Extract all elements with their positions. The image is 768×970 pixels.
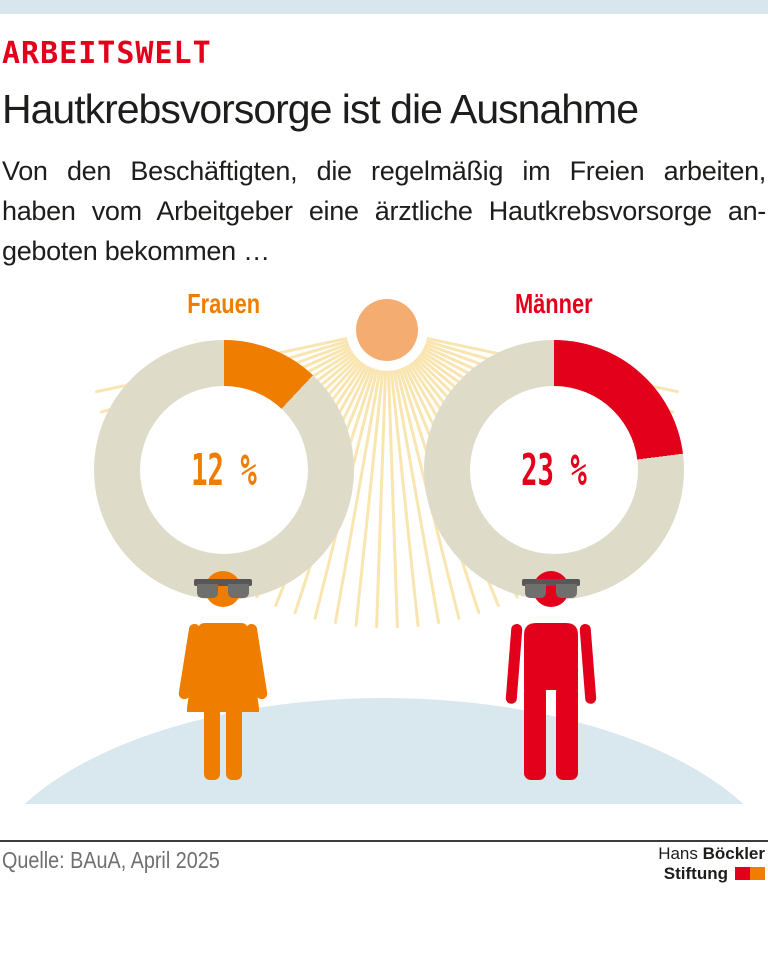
logo-stiftung: Stiftung	[663, 864, 728, 883]
hill-baseline-mask	[0, 804, 768, 820]
sun-ray	[354, 370, 385, 627]
glasses-lens	[525, 584, 546, 598]
logo-square-orange	[750, 867, 765, 880]
hbs-logo: Hans Böckler Stiftung	[658, 844, 765, 884]
glasses-lens	[228, 584, 249, 598]
sun-ray	[392, 369, 441, 624]
page-title: Hautkrebsvorsorge ist die Ausnahme	[2, 86, 639, 132]
logo-hans: Hans	[658, 844, 698, 863]
sun-ray	[333, 369, 382, 624]
donut-value-maenner: 23 %	[521, 444, 587, 496]
source-text: Quelle: BAuA, April 2025	[2, 847, 220, 873]
logo-square-red	[735, 867, 750, 880]
donut-chart-maenner: 23 %	[424, 340, 684, 600]
intro-line: geboten bekommen …	[2, 236, 270, 266]
donut-chart-frauen: 12 %	[94, 340, 354, 600]
footer-rule	[0, 840, 768, 842]
donut-hole: 23 %	[470, 386, 638, 554]
kicker-label: ARBEITSWELT	[2, 36, 212, 71]
sun-ray	[375, 370, 387, 629]
donut-hole: 12 %	[140, 386, 308, 554]
scene-illustration	[0, 571, 768, 820]
woman-right-leg	[226, 706, 242, 780]
man-torso	[524, 623, 578, 690]
series-label-frauen: Frauen	[187, 288, 261, 319]
woman-left-leg	[204, 706, 220, 780]
intro-line: Von den Beschäftigten, die regelmäßig im…	[2, 156, 766, 186]
woman-right-arm	[246, 623, 268, 700]
logo-boeckler: Böckler	[702, 844, 765, 863]
logo-line-1: Hans Böckler	[658, 844, 765, 864]
woman-dress	[187, 623, 259, 712]
series-label-maenner: Männer	[515, 288, 593, 319]
top-accent-bar	[0, 0, 768, 14]
man-left-leg	[524, 685, 546, 780]
woman-left-arm	[178, 623, 200, 700]
man-left-arm	[505, 623, 523, 704]
intro-text: Von den Beschäftigten, die regelmäßig im…	[2, 151, 766, 271]
logo-line-2: Stiftung	[658, 864, 765, 884]
woman-figure	[178, 571, 268, 780]
sunglasses-lenses	[197, 584, 249, 598]
sun-ray	[389, 370, 420, 627]
glasses-lens	[197, 584, 218, 598]
intro-line: haben vom Arbeitgeber eine ärztliche Hau…	[2, 196, 766, 226]
glasses-lens	[556, 584, 577, 598]
hill	[9, 698, 759, 820]
sun-ray	[387, 370, 399, 629]
donut-value-frauen: 12 %	[191, 444, 257, 496]
man-right-arm	[579, 623, 597, 704]
man-right-leg	[556, 685, 578, 780]
sunglasses-lenses	[525, 584, 577, 598]
sun-icon	[356, 299, 418, 361]
